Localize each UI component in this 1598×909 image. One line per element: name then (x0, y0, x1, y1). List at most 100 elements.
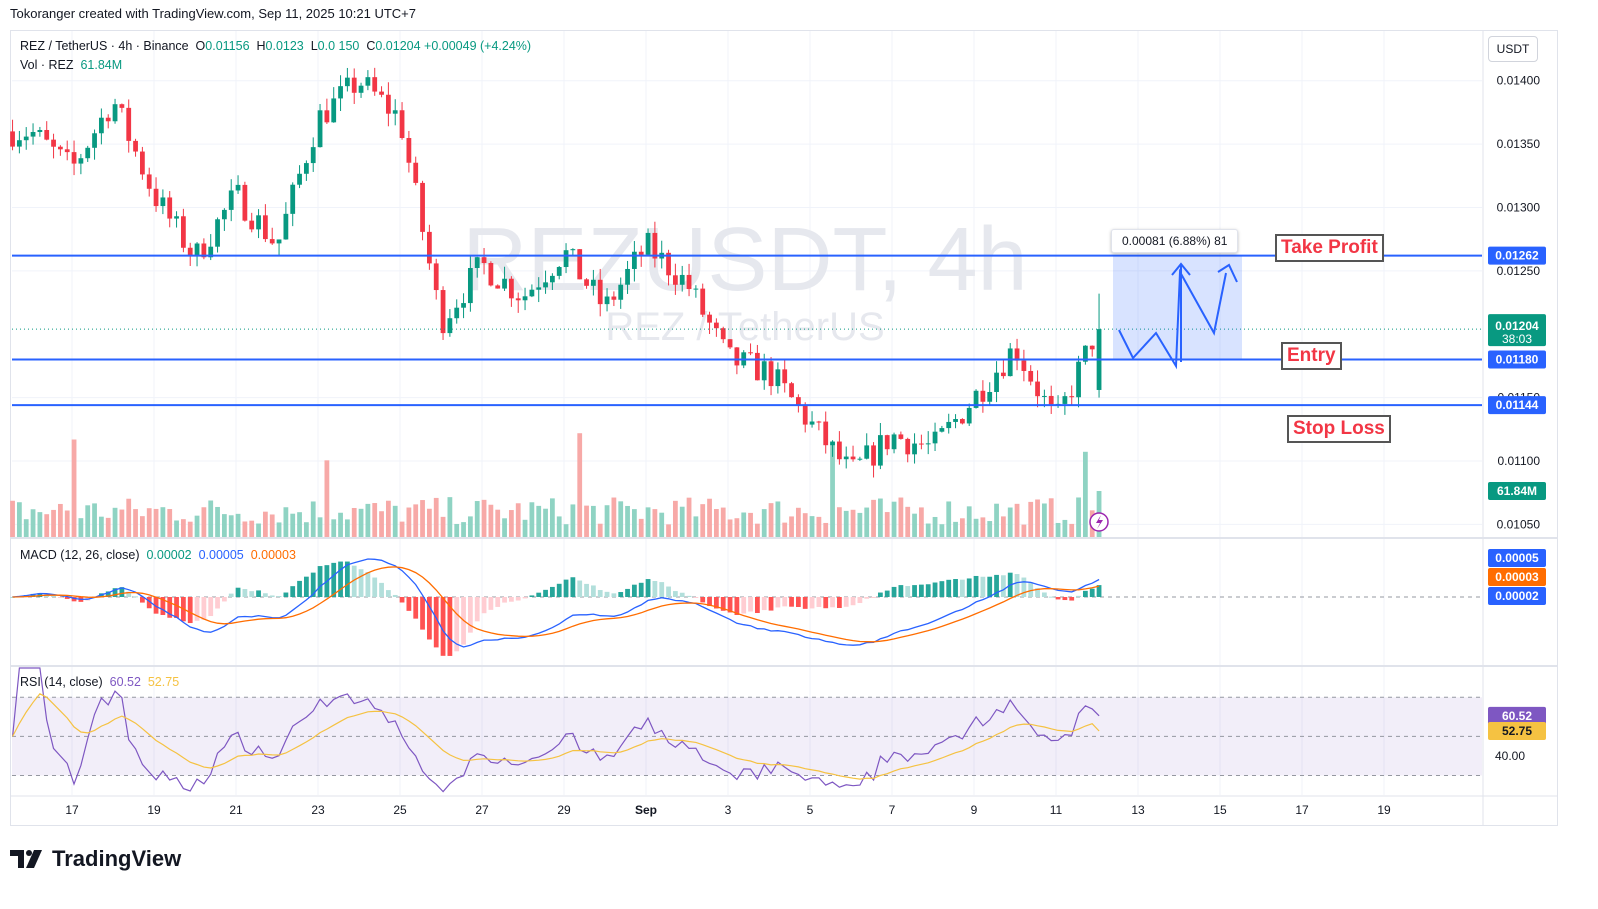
candle-body (618, 284, 624, 300)
volume-bar (174, 520, 179, 537)
macd-histogram-bar (857, 597, 863, 604)
macd-histogram-bar (611, 593, 617, 597)
volume-bar (836, 507, 842, 537)
macd-histogram-bar (679, 592, 685, 597)
candle-body (242, 184, 248, 221)
volume-bar (638, 518, 644, 537)
candle-body (392, 110, 398, 114)
volume-bar (522, 519, 528, 537)
volume-bar (1035, 499, 1040, 537)
candle-body (1089, 345, 1095, 350)
candle-body (563, 250, 569, 268)
candle-body (160, 197, 166, 207)
close-value: 0.01204 (375, 39, 421, 53)
macd-histogram-bar (351, 565, 357, 597)
macd-histogram-bar (659, 582, 665, 597)
time-tick-label: 25 (393, 803, 407, 817)
candle-body (604, 296, 610, 305)
volume-bar (549, 498, 555, 537)
macd-histogram-bar (1048, 596, 1054, 598)
volume-bar (679, 506, 685, 537)
macd-histogram-bar (638, 582, 644, 597)
volume-bar (228, 515, 234, 537)
bar-countdown: 38:03 (1502, 332, 1532, 346)
candle-body (700, 288, 706, 315)
time-tick-label: 13 (1131, 803, 1145, 817)
candle-body (508, 278, 514, 299)
candle-body (727, 339, 733, 348)
macd-histogram-bar (625, 588, 630, 597)
volume-bar (92, 503, 97, 537)
macd-histogram-bar (720, 597, 726, 611)
volume-bar (850, 509, 856, 537)
volume-bar (1048, 498, 1054, 537)
candle-body (734, 347, 740, 366)
macd-histogram-bar (467, 597, 473, 633)
price-tick-label: 0.01400 (1497, 74, 1541, 88)
volume-bar (44, 514, 50, 537)
volume-bar (727, 519, 733, 537)
macd-histogram-bar (167, 597, 173, 618)
macd-histogram-bar (1076, 595, 1081, 597)
candle-body (256, 215, 261, 230)
candle-body (584, 279, 589, 286)
price-tag-text: 0.01144 (1496, 398, 1539, 412)
volume-bar (481, 499, 487, 537)
volume-bar (843, 510, 849, 537)
candle-body (754, 352, 760, 381)
volume-bar (324, 460, 330, 537)
candle-body (536, 287, 542, 290)
candle-body (1021, 360, 1027, 371)
macd-histogram-bar (201, 597, 207, 620)
macd-histogram-bar (208, 597, 214, 617)
volume-bars (10, 433, 1102, 537)
macd-histogram-bar (413, 597, 419, 619)
candle-body (303, 163, 309, 174)
volume-bar (433, 497, 439, 537)
level-lines (12, 254, 1482, 407)
candle-body (433, 263, 439, 291)
volume-bar (440, 516, 446, 537)
rsi-line (12, 667, 1100, 793)
volume-bar (761, 509, 767, 537)
candle-body (92, 133, 97, 148)
candle-body (228, 190, 234, 210)
candle-body (221, 209, 227, 220)
volume-bar (105, 517, 111, 537)
macd-histogram-bar (338, 561, 343, 597)
macd-histogram-bar (297, 580, 302, 597)
volume-bar (713, 509, 719, 537)
volume-bar (775, 501, 781, 537)
candle-body (201, 243, 207, 258)
macd-histogram-bar (1055, 597, 1061, 600)
volume-bar (194, 515, 200, 537)
candle-body (194, 243, 200, 256)
candle-body (666, 252, 671, 276)
volume-bar (611, 497, 617, 537)
price-tag-bg (1488, 549, 1546, 567)
volume-bar (754, 523, 760, 537)
macd-histogram-bar (994, 574, 999, 597)
candle-body (290, 184, 296, 214)
tradingview-brand[interactable]: TradingView (10, 846, 181, 872)
volume-bar (625, 505, 630, 537)
candle-body (522, 296, 528, 301)
macd-histogram-bar (980, 576, 986, 597)
macd-histogram-bar (789, 597, 794, 607)
macd-histogram-bar (344, 561, 350, 597)
volume-bar (406, 507, 412, 537)
candle-body (1069, 396, 1075, 398)
macd-histogram-bar (488, 597, 494, 610)
macd-histogram-bar (795, 597, 801, 607)
macd-histogram-bar (802, 597, 808, 609)
volume-tag-text: 61.84M (1497, 484, 1537, 498)
volume-bar (1041, 503, 1047, 537)
currency-button[interactable]: USDT (1488, 36, 1538, 62)
volume-bar (420, 500, 425, 537)
volume-bar (1082, 451, 1088, 537)
macd-histogram-bar (215, 597, 220, 609)
volume-bar (187, 521, 193, 537)
take-profit-tag: 0.01262 (1488, 246, 1546, 265)
macd-histogram-bar (905, 586, 911, 597)
